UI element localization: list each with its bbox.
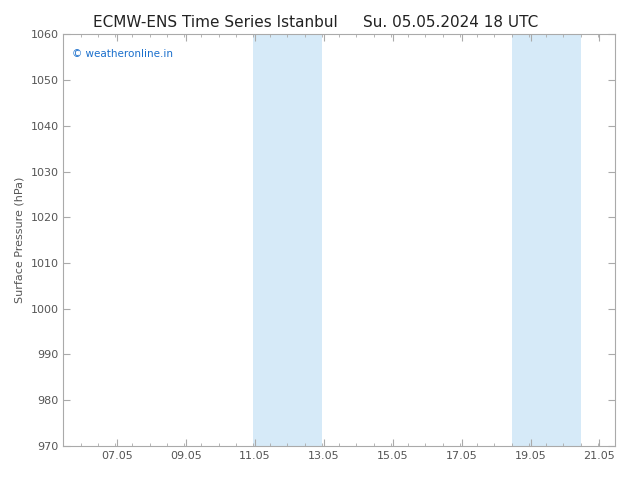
Y-axis label: Surface Pressure (hPa): Surface Pressure (hPa) bbox=[15, 177, 25, 303]
Bar bbox=[253, 34, 322, 446]
Text: Su. 05.05.2024 18 UTC: Su. 05.05.2024 18 UTC bbox=[363, 15, 538, 30]
Text: © weatheronline.in: © weatheronline.in bbox=[72, 49, 172, 59]
Bar bbox=[512, 34, 581, 446]
Text: ECMW-ENS Time Series Istanbul: ECMW-ENS Time Series Istanbul bbox=[93, 15, 338, 30]
